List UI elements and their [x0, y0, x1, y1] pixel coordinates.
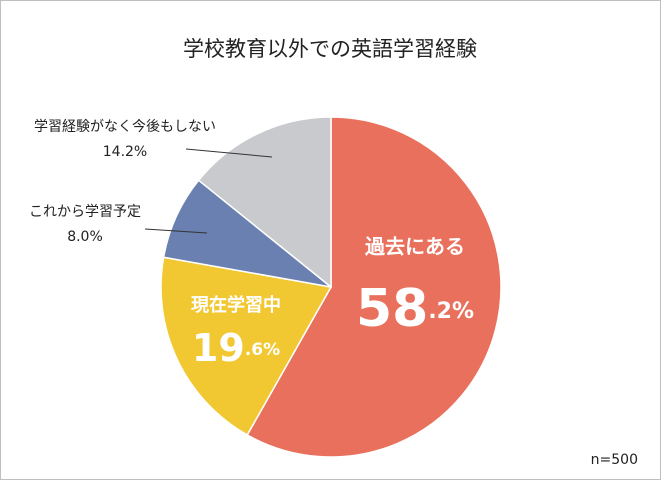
pie-slice: [160, 256, 333, 436]
value-label: 8.0%: [67, 229, 103, 245]
pie-slice: [197, 116, 332, 289]
value-label: 58.2%: [356, 279, 474, 339]
leader-line: [144, 228, 208, 234]
slice-label: 現在学習中: [191, 294, 281, 316]
slice-label: これから学習予定: [29, 204, 141, 220]
chart-title: 学校教育以外での英語学習経験: [183, 37, 477, 61]
slice-label: 学習経験がなく今後もしない: [34, 119, 216, 135]
slice-label: 過去にある: [365, 235, 465, 259]
pie-slice: [246, 116, 502, 458]
value-label: 14.2%: [103, 144, 147, 160]
value-label: 19.6%: [192, 326, 280, 370]
annotation: n=500: [591, 452, 638, 468]
leader-line: [185, 148, 273, 158]
